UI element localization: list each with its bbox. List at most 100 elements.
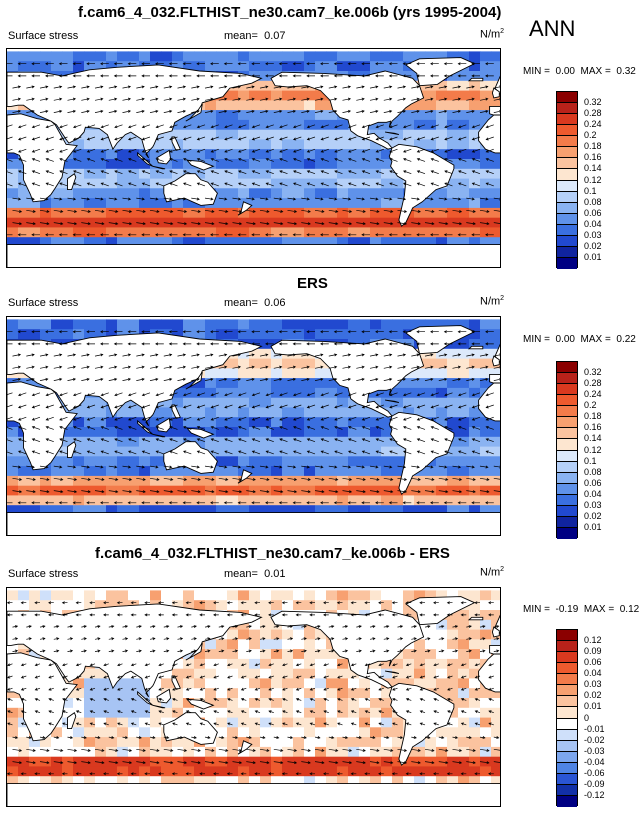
field-cell [491,436,500,448]
stress-vector-arrow [31,182,41,187]
stress-vector-arrow [292,404,302,409]
field-cell [227,475,239,487]
field-cell [73,746,85,758]
field-cell [117,207,129,219]
field-cell [414,100,426,111]
stress-vector-arrow [356,465,365,469]
field-cell [29,475,41,487]
stress-vector-arrow [328,637,335,641]
field-cell [205,707,217,719]
stress-vector-arrow [62,722,68,726]
stress-vector-arrow [375,62,384,66]
field-cell [447,110,459,121]
field-cell [458,217,470,229]
stress-vector-arrow [169,182,178,187]
field-cell [436,100,448,111]
stress-vector-arrow [73,158,82,162]
stress-vector-arrow [411,377,420,381]
stress-vector-arrow [130,601,137,605]
stress-vector-arrow [375,501,384,505]
stress-vector-arrow [279,416,288,421]
stress-vector-arrow [389,124,398,129]
stress-vector-arrow [389,450,398,455]
stress-vector-arrow [39,377,49,381]
field-cell [282,368,294,379]
stress-vector-arrow [293,416,302,421]
field-cell [447,129,459,141]
field-cell [436,417,448,428]
stress-vector-arrow [438,477,449,481]
field-cell [304,207,316,219]
field-cell [282,688,294,699]
field-cell [348,397,360,409]
stress-vector-arrow [213,698,219,701]
field-cell [447,119,459,131]
stress-vector-arrow [45,124,54,129]
field-cell [216,378,228,389]
stress-vector-arrow [460,698,467,701]
field-cell [216,776,228,787]
field-cell [304,485,316,497]
field-cell [282,90,294,101]
field-cell [282,446,294,457]
stress-vector-arrow [204,222,215,226]
stress-vector-arrow [204,85,214,89]
field-cell [227,51,239,62]
colorbar-swatch [557,92,577,104]
field-cell [7,505,19,516]
colorbar-swatch [557,125,577,137]
stress-vector-arrow [493,85,500,89]
stress-vector-arrow [251,392,261,397]
field-cell [29,217,41,229]
field-cell [458,466,470,477]
field-cell [403,756,415,768]
colorbar-swatch [557,494,577,506]
stress-vector-arrow [278,342,288,346]
stress-vector-arrow [155,182,164,187]
field-cell [18,600,30,611]
stress-vector-arrow [493,465,500,469]
stress-vector-arrow [67,761,78,765]
field-cell [205,237,217,248]
field-cell [304,319,316,330]
stress-vector-arrow [163,649,170,653]
stress-vector-arrow [471,233,480,237]
stress-vector-arrow [268,601,274,605]
field-cell [7,188,19,199]
stress-vector-arrow [488,710,494,714]
field-cell [469,658,481,670]
stress-vector-arrow [295,722,302,726]
stress-vector-arrow [389,182,398,187]
colorbar-swatch [557,729,577,741]
panel-2-max-value: 0.22 [616,334,636,345]
field-cell [458,348,470,360]
field-cell [480,90,492,101]
stress-vector-arrow [265,404,274,409]
field-cell [249,668,261,680]
stress-vector-arrow [295,613,302,617]
field-cell [205,227,217,238]
land-mass [404,325,476,355]
field-cell [425,737,437,748]
stress-vector-arrow [485,74,494,78]
stress-vector-arrow [73,182,82,187]
land-mass [270,70,425,150]
field-cell [238,436,250,448]
stress-vector-arrow [273,377,283,381]
field-cell [172,668,184,680]
field-cell [392,178,404,189]
field-cell [491,446,500,457]
stress-vector-arrow [259,97,269,101]
field-cell [469,698,481,709]
stress-vector-arrow [438,109,448,113]
field-cell [172,495,184,506]
stress-vector-arrow [411,197,420,201]
stress-vector-arrow [474,613,480,617]
field-cell [293,358,305,369]
field-cell [381,466,393,477]
stress-vector-arrow [227,722,233,726]
field-cell [425,505,437,516]
field-cell [249,678,261,689]
stress-vector-arrow [268,613,274,617]
stress-vector-arrow [364,722,371,726]
